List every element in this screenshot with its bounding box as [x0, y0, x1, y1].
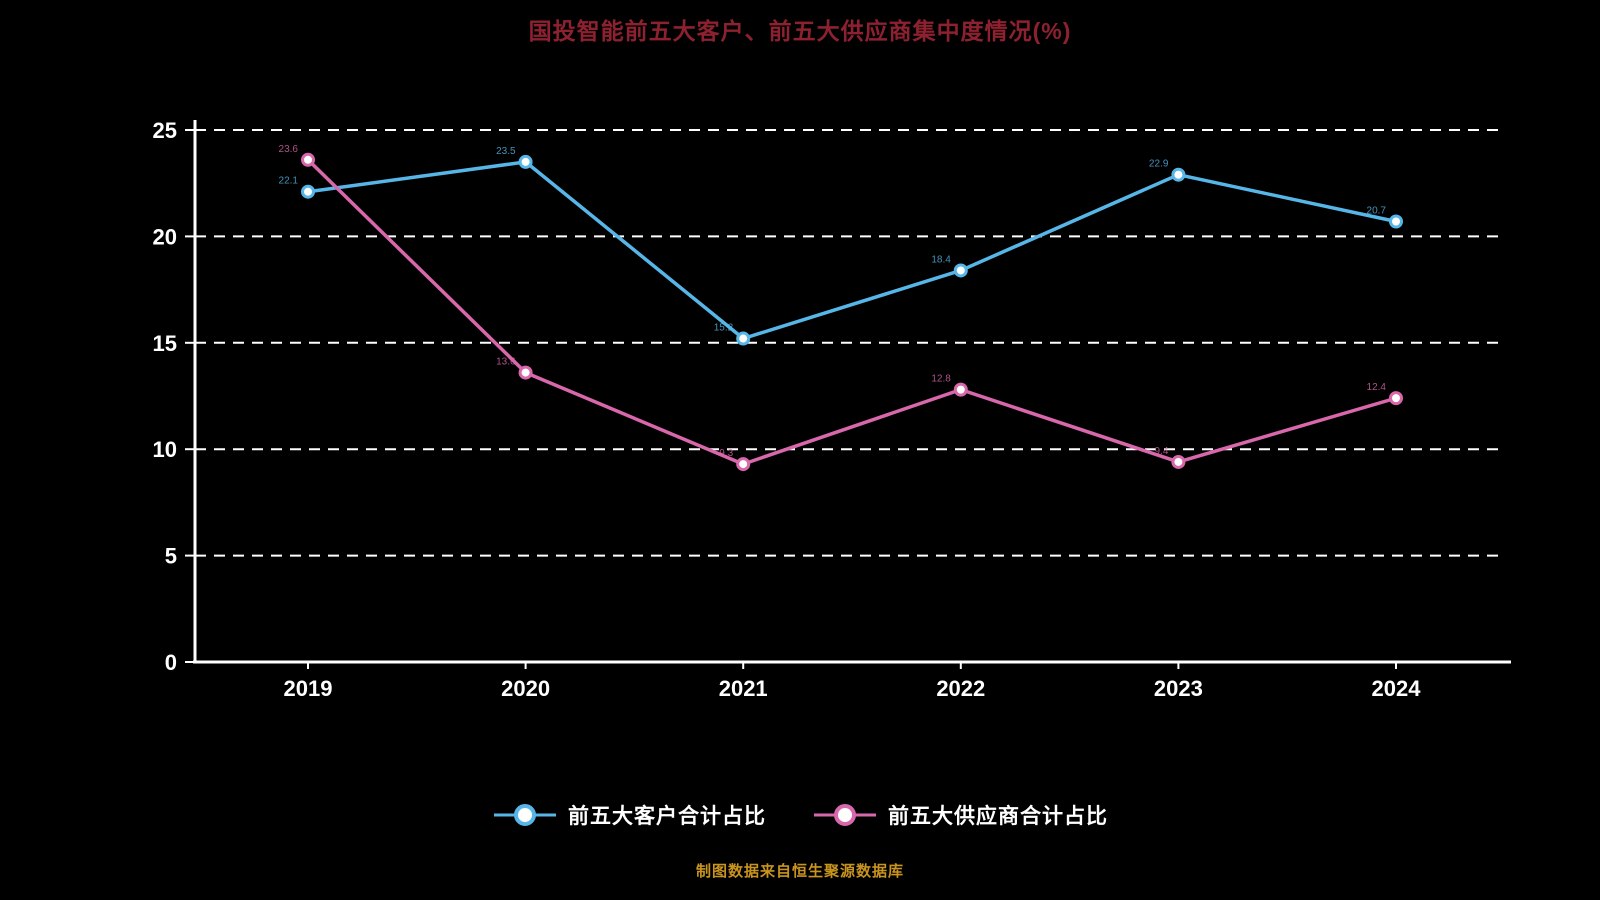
- value-label: 12.8: [931, 374, 951, 385]
- point-marker: [1171, 167, 1186, 182]
- value-label: 15.2: [714, 323, 734, 334]
- point-marker: [1171, 454, 1186, 469]
- point-marker: [1389, 214, 1403, 229]
- line-chart: 0 5 10 15 20 25 2019 2020 2021 2022 2023 2024 22.1 23…: [153, 118, 1511, 701]
- legend-label-customers: 前五大客户合计占比: [568, 805, 766, 828]
- point-marker: [518, 154, 533, 169]
- value-label: 23.5: [496, 146, 516, 157]
- point-marker: [301, 184, 315, 199]
- value-label: 13.6: [496, 357, 516, 368]
- point-marker: [953, 382, 968, 397]
- y-tick-label: 20: [153, 224, 177, 249]
- value-label: 18.4: [931, 254, 951, 265]
- y-tick-label: 0: [165, 650, 177, 675]
- point-marker: [736, 457, 751, 472]
- x-tick-label: 2023: [1154, 676, 1203, 701]
- point-marker: [301, 152, 315, 167]
- value-label: 12.4: [1367, 382, 1387, 393]
- value-label: 20.7: [1367, 206, 1387, 217]
- point-marker: [518, 365, 533, 380]
- x-tick-label: 2019: [284, 676, 333, 701]
- legend-item-customers: 前五大客户合计占比: [492, 800, 766, 830]
- legend-marker-suppliers-icon: [814, 804, 876, 826]
- point-marker: [1389, 391, 1403, 406]
- point-marker: [953, 263, 968, 278]
- x-tick-label: 2020: [501, 676, 550, 701]
- data-source-note: 制图数据来自恒生聚源数据库: [695, 863, 904, 880]
- legend-label-suppliers: 前五大供应商合计占比: [888, 805, 1108, 828]
- legend-marker-customers-icon: [494, 804, 556, 826]
- point-marker: [736, 331, 751, 346]
- legend-item-suppliers: 前五大供应商合计占比: [812, 800, 1108, 830]
- value-label: 9.3: [719, 448, 733, 459]
- value-label: 9.4: [1154, 446, 1168, 457]
- y-tick-label: 10: [153, 437, 177, 462]
- value-label: 23.6: [279, 144, 299, 155]
- value-label: 22.1: [279, 176, 299, 187]
- series-line: [306, 160, 1398, 341]
- y-tick-label: 25: [153, 118, 177, 143]
- value-label: 22.9: [1149, 159, 1169, 170]
- x-tick-label: 2024: [1372, 676, 1422, 701]
- y-tick-label: 5: [165, 544, 177, 569]
- legend: 前五大客户合计占比 前五大供应商合计占比: [0, 800, 1600, 830]
- series-line: [306, 158, 1398, 466]
- y-tick-label: 15: [153, 331, 177, 356]
- x-tick-label: 2021: [719, 676, 768, 701]
- x-tick-label: 2022: [936, 676, 985, 701]
- chart-title: 国投智能前五大客户、前五大供应商集中度情况(%): [528, 18, 1072, 44]
